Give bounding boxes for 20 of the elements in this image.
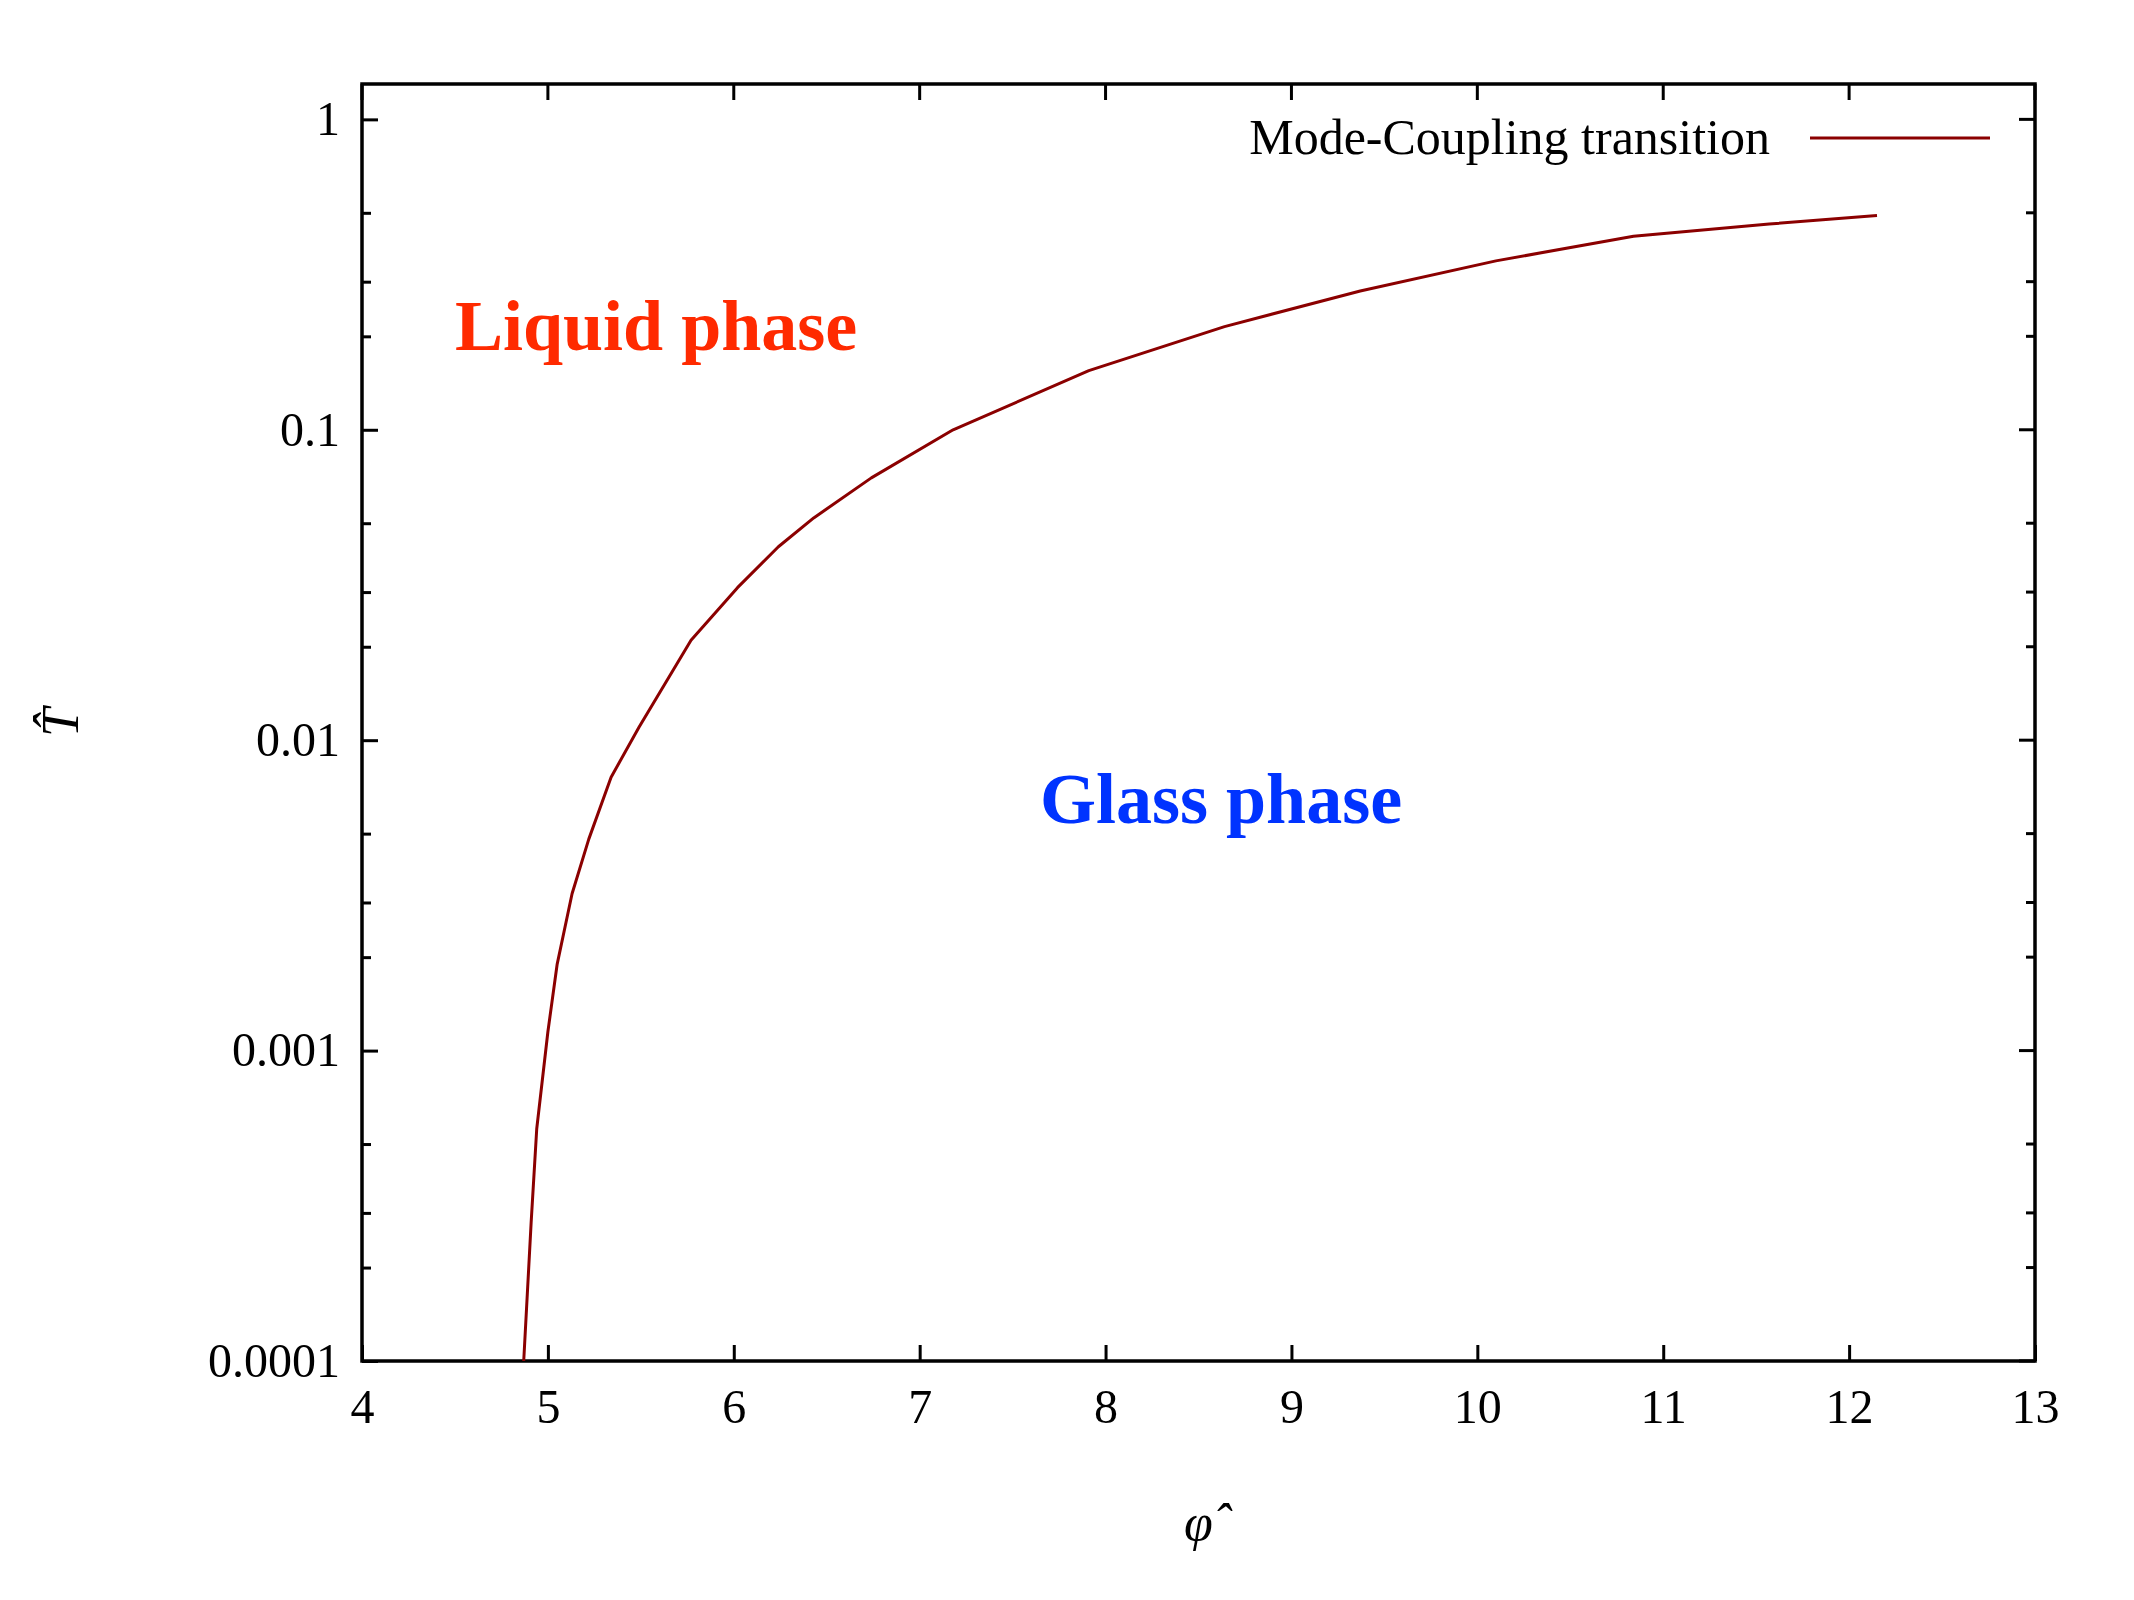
x-axis-title: φ̂	[1184, 1494, 1233, 1551]
x-tick-label: 10	[1453, 1380, 1502, 1434]
x-tick-label: 13	[2011, 1380, 2060, 1434]
x-tick-label: 12	[1825, 1380, 1874, 1434]
x-tick-label: 8	[1094, 1380, 1119, 1434]
annotation: Liquid phase	[455, 286, 858, 366]
y-tick-label: 0.001	[232, 1023, 340, 1077]
x-tick-label: 7	[908, 1380, 933, 1434]
x-tick-label: 11	[1640, 1380, 1687, 1434]
y-tick-label: 1	[316, 92, 340, 146]
annotation: Glass phase	[1040, 759, 1403, 839]
y-tick-label: 0.1	[280, 402, 340, 456]
legend-label: Mode-Coupling transition	[1249, 109, 1770, 165]
y-tick-label: 0.0001	[208, 1333, 340, 1387]
x-tick-label: 9	[1279, 1380, 1304, 1434]
x-tick-label: 5	[536, 1380, 561, 1434]
x-tick-label: 4	[350, 1380, 375, 1434]
x-tick-label: 6	[722, 1380, 747, 1434]
y-tick-label: 0.01	[256, 713, 340, 767]
y-axis-title: T̂	[32, 704, 89, 737]
